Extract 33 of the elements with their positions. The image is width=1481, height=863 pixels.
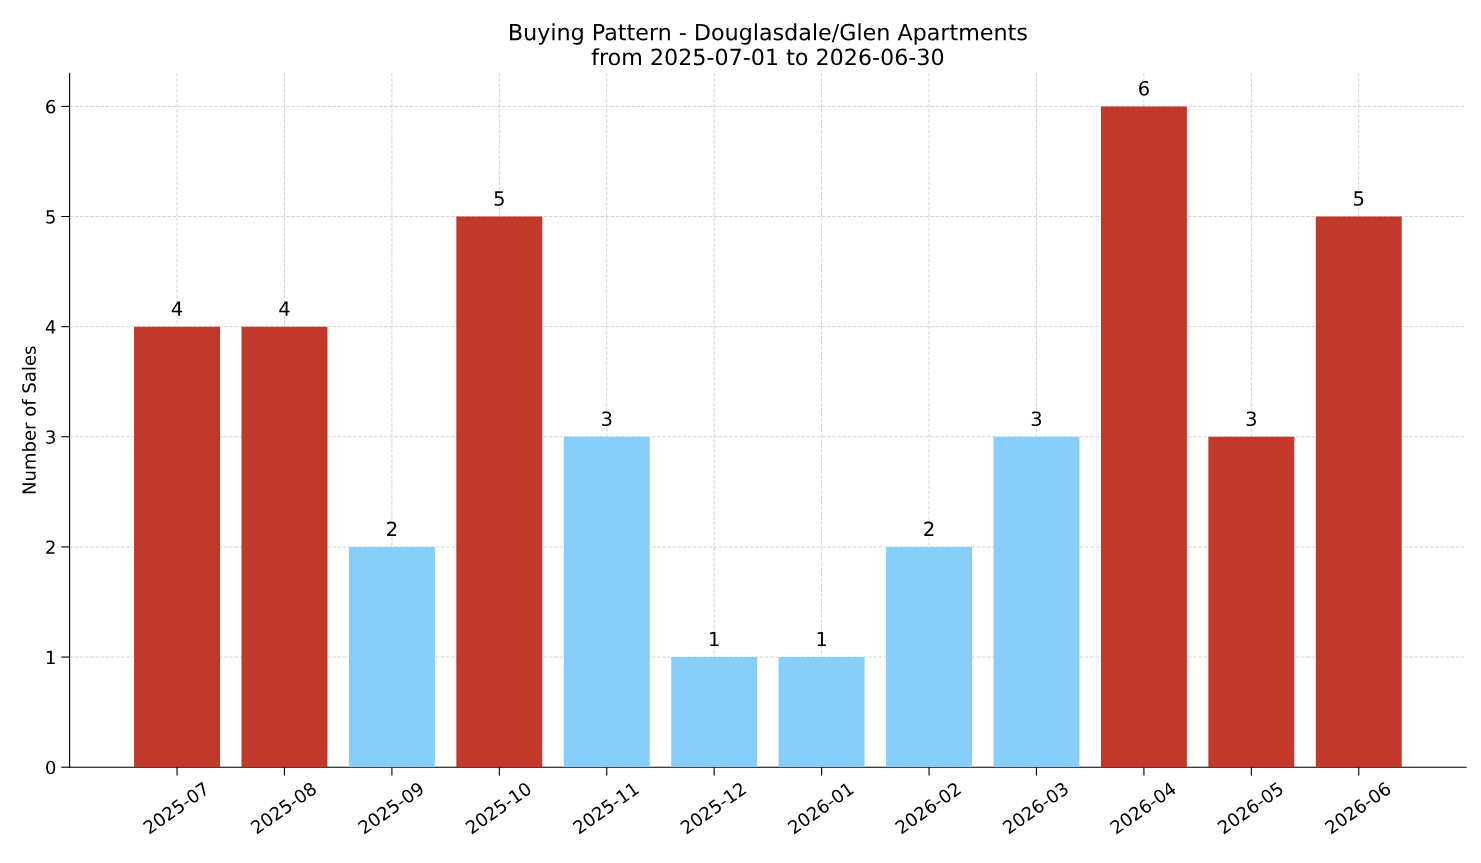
y-tick-label: 5 bbox=[46, 210, 55, 224]
bar bbox=[456, 216, 543, 768]
bar bbox=[993, 436, 1080, 768]
data-label: 4 bbox=[279, 301, 290, 316]
y-tick-label: 1 bbox=[46, 650, 55, 664]
bar bbox=[886, 546, 973, 768]
bar bbox=[1208, 436, 1295, 768]
bar bbox=[671, 657, 758, 768]
y-tick-label: 6 bbox=[46, 99, 56, 114]
data-label: 3 bbox=[1246, 411, 1256, 427]
y-tick-label: 4 bbox=[45, 320, 56, 334]
bar bbox=[348, 546, 435, 768]
data-label: 2 bbox=[924, 521, 934, 536]
data-label: 1 bbox=[710, 631, 719, 647]
bar bbox=[241, 326, 328, 768]
data-label: 6 bbox=[1139, 80, 1149, 96]
y-tick-label: 0 bbox=[46, 760, 56, 775]
data-label: 3 bbox=[1031, 411, 1042, 427]
data-label: 5 bbox=[494, 191, 504, 206]
y-axis-title: Number of Sales bbox=[21, 346, 36, 494]
chart-title: Buying Pattern - Douglasdale/Glen Apartments from 2025-07-01 to 2026-06-30 bbox=[510, 23, 1027, 66]
data-label: 1 bbox=[817, 631, 826, 647]
data-label: 3 bbox=[602, 411, 612, 427]
bar bbox=[778, 657, 865, 768]
y-tick-label: 2 bbox=[46, 540, 55, 554]
bar bbox=[134, 326, 221, 768]
data-label: 5 bbox=[1354, 191, 1364, 206]
data-label: 4 bbox=[171, 301, 183, 316]
bar bbox=[1100, 106, 1187, 768]
data-label: 2 bbox=[387, 521, 397, 536]
bar bbox=[1315, 216, 1402, 768]
y-tick-label: 3 bbox=[46, 430, 55, 444]
bar bbox=[563, 436, 650, 768]
